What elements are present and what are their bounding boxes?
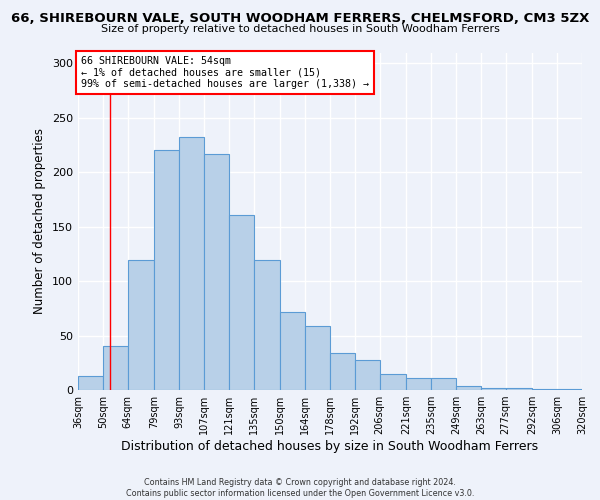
Bar [305,326,330,390]
Bar [406,378,431,390]
Bar [179,138,204,390]
Text: 66, SHIREBOURN VALE, SOUTH WOODHAM FERRERS, CHELMSFORD, CM3 5ZX: 66, SHIREBOURN VALE, SOUTH WOODHAM FERRE… [11,12,589,26]
Bar [103,346,128,390]
Bar [128,260,154,390]
Bar [456,386,481,390]
Bar [557,389,582,390]
Bar [506,388,532,390]
Bar [431,378,456,390]
Text: Size of property relative to detached houses in South Woodham Ferrers: Size of property relative to detached ho… [101,24,499,34]
Bar [229,214,254,390]
Bar [380,374,406,390]
Y-axis label: Number of detached properties: Number of detached properties [34,128,46,314]
Bar [154,150,179,390]
Bar [280,312,305,390]
Bar [355,360,380,390]
Bar [254,260,280,390]
Text: 66 SHIREBOURN VALE: 54sqm
← 1% of detached houses are smaller (15)
99% of semi-d: 66 SHIREBOURN VALE: 54sqm ← 1% of detach… [80,56,368,89]
Bar [204,154,229,390]
Bar [78,376,103,390]
Text: Contains HM Land Registry data © Crown copyright and database right 2024.
Contai: Contains HM Land Registry data © Crown c… [126,478,474,498]
Bar [330,353,355,390]
X-axis label: Distribution of detached houses by size in South Woodham Ferrers: Distribution of detached houses by size … [121,440,539,453]
Bar [481,388,506,390]
Bar [532,389,557,390]
